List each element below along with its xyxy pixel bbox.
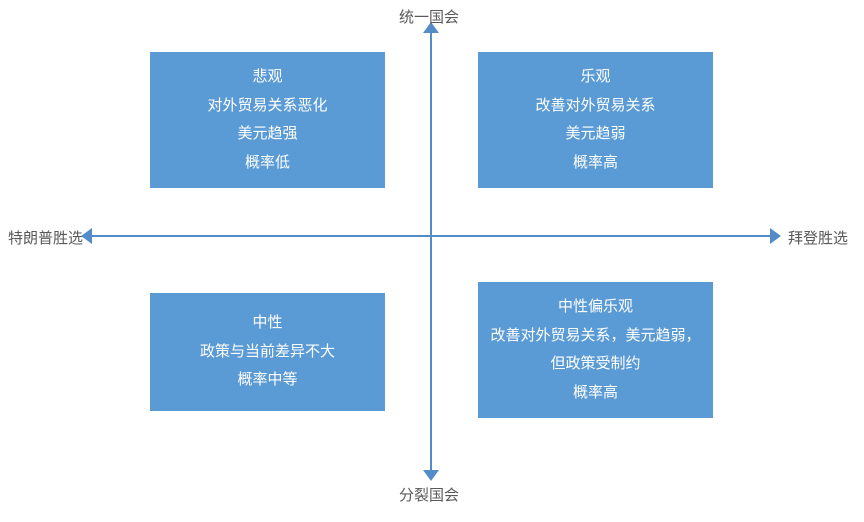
axis-label-left: 特朗普胜选 xyxy=(8,227,83,248)
quadrant-line: 乐观 xyxy=(488,63,703,92)
quadrant-line: 中性 xyxy=(160,309,375,338)
horizontal-axis xyxy=(92,235,770,237)
quadrant-line: 美元趋强 xyxy=(160,120,375,149)
quadrant-line: 政策与当前差异不大 xyxy=(160,338,375,367)
quadrant-line: 概率中等 xyxy=(160,366,375,395)
quadrant-line: 改善对外贸易关系，美元趋弱，但政策受制约 xyxy=(488,322,703,379)
quadrant-top-right: 乐观改善对外贸易关系美元趋弱概率高 xyxy=(478,52,713,188)
quadrant-bottom-right: 中性偏乐观改善对外贸易关系，美元趋弱，但政策受制约概率高 xyxy=(478,282,713,418)
quadrant-line: 概率低 xyxy=(160,149,375,178)
quadrant-bottom-left: 中性政策与当前差异不大概率中等 xyxy=(150,293,385,411)
vertical-axis xyxy=(430,30,432,470)
quadrant-line: 悲观 xyxy=(160,63,375,92)
quadrant-line: 对外贸易关系恶化 xyxy=(160,92,375,121)
quadrant-line: 概率高 xyxy=(488,149,703,178)
axis-label-top: 统一国会 xyxy=(399,6,459,27)
arrow-right xyxy=(770,228,781,244)
quadrant-top-left: 悲观对外贸易关系恶化美元趋强概率低 xyxy=(150,52,385,188)
axis-label-right: 拜登胜选 xyxy=(788,227,848,248)
quadrant-line: 改善对外贸易关系 xyxy=(488,92,703,121)
quadrant-line: 概率高 xyxy=(488,379,703,408)
axis-label-bottom: 分裂国会 xyxy=(399,484,459,505)
arrow-down xyxy=(423,470,439,481)
quadrant-line: 美元趋弱 xyxy=(488,120,703,149)
quadrant-line: 中性偏乐观 xyxy=(488,293,703,322)
